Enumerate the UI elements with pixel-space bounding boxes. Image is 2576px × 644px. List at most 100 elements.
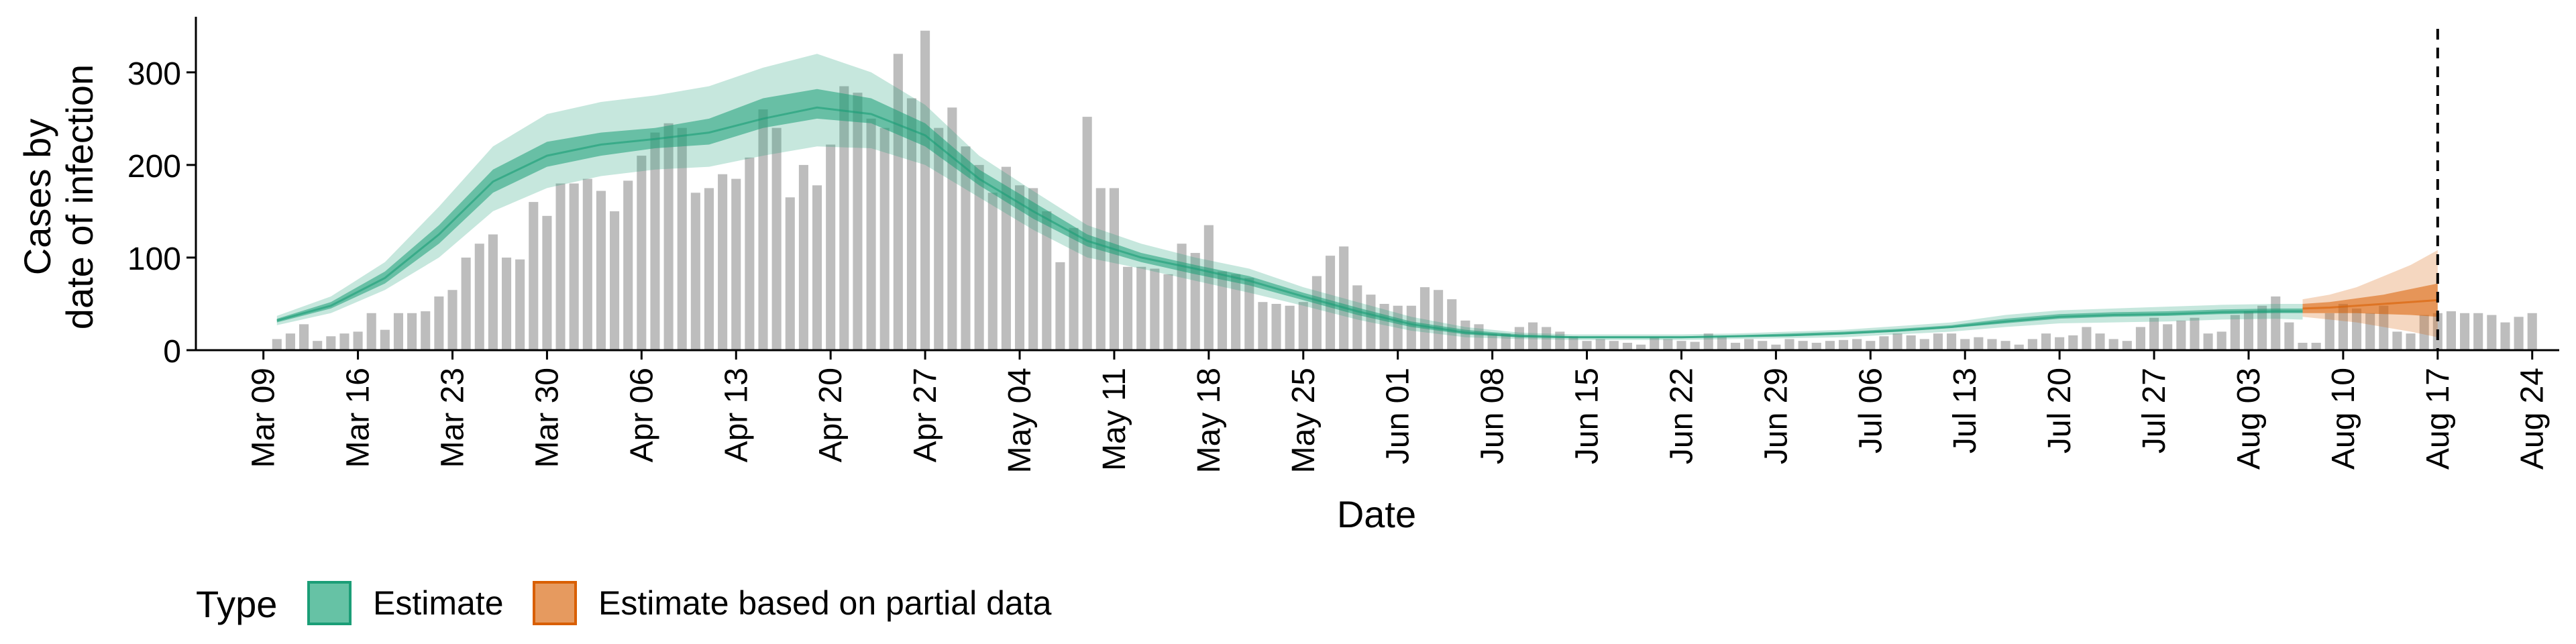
- reported-case-bar: [1447, 299, 1457, 350]
- reported-case-bar: [380, 329, 390, 350]
- reported-case-bar: [2500, 322, 2510, 350]
- partial-median-line: [2302, 299, 2438, 310]
- reported-case-bar: [1676, 341, 1686, 350]
- reported-case-bar: [1190, 253, 1200, 350]
- reported-case-bar: [2163, 324, 2173, 350]
- reported-case-bar: [1568, 336, 1578, 350]
- reported-case-bar: [569, 183, 579, 350]
- reported-case-bar: [2082, 327, 2092, 350]
- legend-title: Type: [196, 583, 277, 625]
- x-tick-label: May 25: [1286, 368, 1322, 473]
- reported-case-bar: [1474, 324, 1484, 350]
- legend-swatch-estimate: [307, 581, 352, 625]
- reported-case-bar: [2176, 320, 2186, 350]
- reported-case-bar: [2527, 313, 2537, 350]
- reported-case-bar: [488, 234, 498, 350]
- reported-case-bar: [2027, 339, 2037, 350]
- x-tick-label: Apr 27: [908, 368, 943, 462]
- reported-case-bar: [690, 193, 700, 350]
- reported-case-bar: [353, 331, 363, 350]
- y-axis-ticks: 0 100 200 300: [127, 56, 196, 370]
- y-tick-label: 300: [127, 56, 181, 92]
- reported-case-bar: [1406, 305, 1416, 350]
- y-tick-label: 100: [127, 241, 181, 277]
- x-tick-label: Jun 08: [1475, 368, 1511, 464]
- reported-case-bar: [326, 336, 336, 350]
- reported-case-bar: [906, 98, 917, 350]
- reported-case-bar: [1069, 227, 1079, 350]
- reported-case-bar: [1352, 285, 1362, 350]
- estimate-ribbons: [276, 54, 2303, 340]
- reported-case-bar: [1811, 342, 1821, 350]
- reported-case-bar: [1298, 302, 1308, 350]
- reported-case-bar: [2514, 317, 2524, 350]
- reported-case-bar: [313, 341, 323, 350]
- reported-case-bar: [704, 188, 714, 350]
- x-tick-label: Mar 09: [246, 368, 282, 468]
- reported-case-bar: [2149, 317, 2159, 350]
- reported-case-bar: [1055, 262, 1065, 350]
- reported-case-bar: [2365, 313, 2375, 350]
- legend-label-estimate: Estimate: [373, 584, 504, 622]
- reported-case-bar: [2135, 327, 2145, 350]
- x-tick-label: Apr 13: [718, 368, 754, 462]
- y-axis-label-line2: date of infection: [58, 64, 101, 329]
- reported-case-bar: [1650, 337, 1660, 350]
- reported-case-bar: [1460, 320, 1470, 350]
- x-tick-label: Jul 06: [1853, 368, 1888, 453]
- reported-case-bar: [1419, 287, 1430, 350]
- x-tick-label: Jun 29: [1758, 368, 1794, 464]
- reported-case-bar: [2298, 342, 2308, 350]
- reported-case-bar: [515, 259, 525, 350]
- reported-case-bar: [2055, 337, 2065, 350]
- reported-case-bar: [2216, 331, 2226, 350]
- reported-case-bar: [798, 164, 808, 350]
- x-tick-label: Jun 15: [1570, 368, 1605, 464]
- reported-case-bar: [1311, 276, 1322, 350]
- reported-case-bar: [1798, 341, 1808, 350]
- estimate-90-ribbon: [276, 54, 2303, 340]
- reported-case-bar: [1001, 166, 1011, 350]
- reported-case-bar: [366, 313, 376, 350]
- reported-case-bar: [1366, 294, 1376, 350]
- reported-case-bar: [866, 118, 876, 350]
- reported-case-bar: [2487, 315, 2497, 350]
- reported-case-bar: [272, 339, 282, 350]
- reported-case-bar: [771, 127, 782, 350]
- reported-case-bar: [1663, 339, 1673, 350]
- reported-case-bar: [745, 157, 755, 350]
- reported-case-bar: [1717, 337, 1727, 350]
- reported-case-bar: [1866, 341, 1876, 350]
- reported-case-bar: [2351, 308, 2362, 350]
- x-axis-ticks: Mar 09 Mar 16 Mar 23 Mar 30 Apr 06 Apr 13 Apr …: [246, 350, 2551, 473]
- reported-case-bar: [596, 191, 606, 350]
- x-tick-label: Jul 27: [2137, 368, 2172, 453]
- reported-case-bar: [934, 127, 944, 350]
- reported-case-bar: [2379, 305, 2389, 350]
- reported-case-bar: [1271, 303, 1281, 350]
- partial-50-ribbon: [2302, 283, 2438, 317]
- reported-case-bar: [299, 324, 309, 350]
- reported-case-bar: [1582, 341, 1592, 350]
- legend: Type Estimate Estimate based on partial …: [196, 581, 1052, 625]
- reported-case-bar: [2000, 341, 2010, 350]
- y-axis-label-line1: Cases by: [16, 119, 58, 275]
- reported-case-bar: [1879, 336, 1889, 350]
- reported-case-bar: [1339, 246, 1349, 350]
- reported-case-bar: [1906, 335, 1916, 350]
- reported-case-bar: [1758, 341, 1768, 350]
- reported-case-bar: [718, 174, 728, 350]
- x-tick-label: Aug 03: [2231, 368, 2267, 470]
- reported-case-bar: [2311, 342, 2321, 350]
- reported-case-bar: [2257, 305, 2267, 350]
- reported-case-bar: [2392, 331, 2402, 350]
- reported-case-bar: [879, 127, 890, 350]
- x-tick-label: Jun 22: [1664, 368, 1699, 464]
- reported-case-bar: [2406, 333, 2416, 350]
- reported-case-bar: [1771, 344, 1781, 350]
- reported-case-bar: [1960, 339, 1970, 350]
- x-tick-label: May 18: [1191, 368, 1227, 473]
- reported-case-bar: [637, 156, 647, 351]
- reported-case-bar: [542, 215, 552, 350]
- reported-case-bar: [447, 290, 458, 350]
